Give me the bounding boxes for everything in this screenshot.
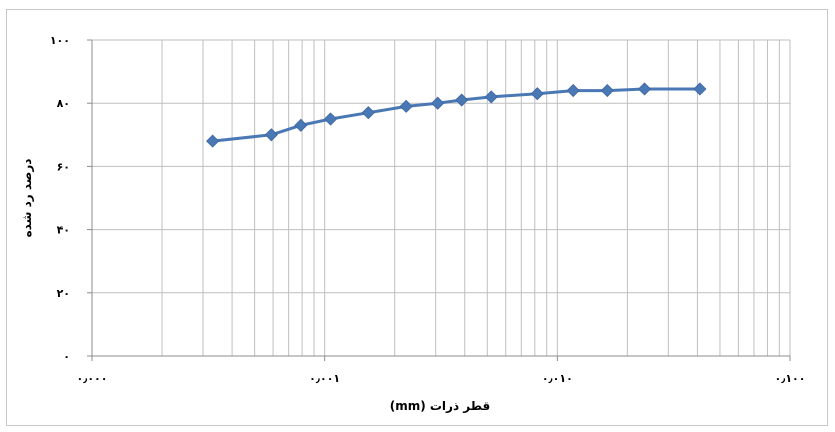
grid-layer bbox=[92, 39, 791, 356]
x-axis-title: قطر ذرات (mm) bbox=[390, 399, 491, 413]
data-point-marker bbox=[323, 112, 338, 126]
data-point-marker bbox=[600, 83, 614, 98]
x-tick-label: ۰٫۱۰۰ bbox=[775, 372, 806, 385]
data-point-marker bbox=[566, 83, 580, 98]
x-tick-label: ۰٫۰۱۰ bbox=[542, 372, 573, 385]
x-tick-label: ۰٫۰۰۰ bbox=[77, 372, 108, 385]
data-point-marker bbox=[264, 128, 278, 142]
data-point-marker bbox=[206, 134, 220, 148]
data-point-marker bbox=[361, 106, 375, 120]
series-layer bbox=[206, 82, 707, 148]
y-tick-label: ۴۰ bbox=[57, 224, 70, 237]
data-point-marker bbox=[455, 93, 469, 107]
data-point-marker bbox=[399, 99, 413, 113]
series-line bbox=[212, 87, 700, 143]
y-tick-label: ۱۰۰ bbox=[50, 34, 70, 47]
y-tick-label: ۸۰ bbox=[57, 97, 70, 110]
data-point-marker bbox=[484, 90, 498, 104]
y-axis-title: درصد رد شده bbox=[20, 159, 34, 238]
y-tick-label: ۲۰ bbox=[57, 287, 70, 300]
y-tick-label: ۰ bbox=[63, 350, 70, 363]
y-tick-label: ۶۰ bbox=[57, 160, 70, 173]
data-point-marker bbox=[530, 87, 544, 101]
data-point-marker bbox=[693, 82, 707, 96]
data-point-marker bbox=[294, 118, 308, 132]
axis-layer bbox=[87, 39, 791, 361]
data-point-marker bbox=[431, 96, 445, 110]
chart-frame bbox=[6, 9, 828, 426]
data-point-marker bbox=[637, 82, 652, 96]
x-tick-label: ۰٫۰۰۱ bbox=[309, 372, 340, 385]
label-layer: ۰ ۲۰ ۴۰ ۶۰ ۸۰ ۱۰۰ ۰٫۰۰۰ ۰٫۰۰۱ ۰٫۰۱۰ ۰٫۱۰۰ bbox=[50, 34, 806, 385]
